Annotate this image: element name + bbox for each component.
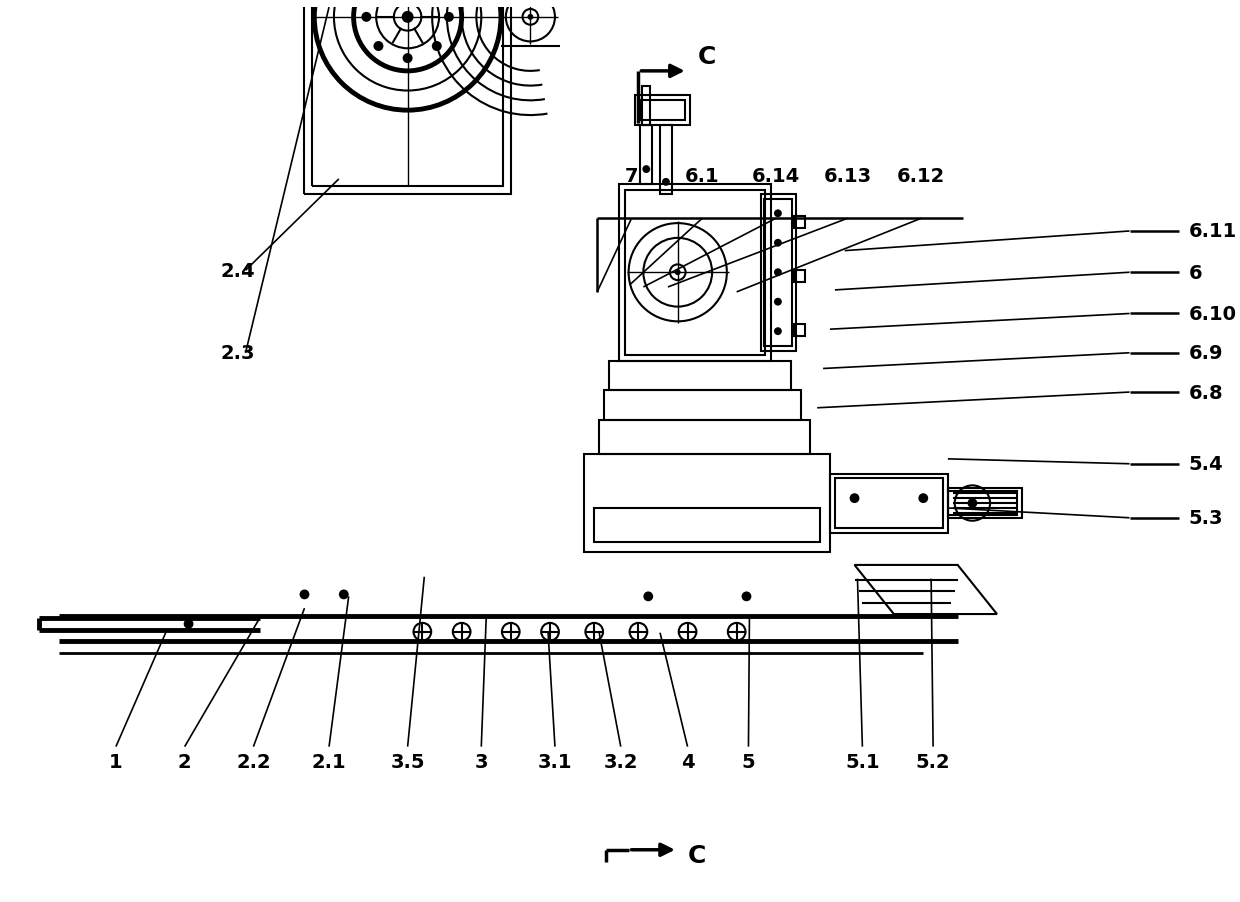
Circle shape	[374, 43, 382, 51]
Text: 5.2: 5.2	[916, 752, 950, 771]
Circle shape	[403, 13, 413, 23]
Bar	[642, 87, 650, 125]
Text: 2: 2	[177, 752, 191, 771]
Text: 2.1: 2.1	[311, 752, 346, 771]
Circle shape	[849, 493, 859, 503]
Text: 6.9: 6.9	[1188, 344, 1223, 363]
Bar	[830, 474, 947, 533]
Text: 6.14: 6.14	[751, 167, 800, 187]
Circle shape	[742, 592, 751, 602]
Text: 2.3: 2.3	[221, 344, 255, 363]
Bar	[947, 489, 1022, 519]
Bar	[619, 185, 771, 361]
Text: 2.2: 2.2	[236, 752, 270, 771]
Circle shape	[362, 14, 371, 22]
Circle shape	[662, 179, 670, 187]
Text: 6.13: 6.13	[823, 167, 872, 187]
Text: 2.4: 2.4	[221, 262, 255, 281]
Text: 3.2: 3.2	[604, 752, 639, 771]
Bar	[635, 97, 689, 125]
Text: 1: 1	[109, 752, 123, 771]
Text: 5: 5	[742, 752, 755, 771]
Text: 4: 4	[681, 752, 694, 771]
Bar	[947, 492, 1017, 515]
Text: 6.8: 6.8	[1188, 383, 1223, 402]
Bar	[794, 325, 806, 336]
Circle shape	[774, 240, 782, 247]
Text: 6.11: 6.11	[1188, 222, 1236, 241]
Bar	[764, 199, 791, 346]
Circle shape	[774, 210, 782, 218]
Bar	[594, 509, 820, 543]
Bar	[794, 217, 806, 229]
Bar	[312, 0, 503, 187]
Circle shape	[445, 14, 453, 22]
Text: 6: 6	[1188, 263, 1202, 282]
Bar	[609, 361, 791, 391]
Text: 5.3: 5.3	[1188, 509, 1223, 528]
Circle shape	[300, 590, 310, 600]
Text: C: C	[698, 45, 717, 69]
Text: 6.12: 6.12	[898, 167, 945, 187]
Text: 3.1: 3.1	[538, 752, 572, 771]
Bar	[835, 479, 942, 528]
Bar	[584, 455, 830, 553]
Text: 5.1: 5.1	[846, 752, 879, 771]
Text: C: C	[688, 842, 707, 867]
Circle shape	[644, 592, 653, 602]
Circle shape	[339, 590, 348, 600]
Text: 3.5: 3.5	[391, 752, 425, 771]
Bar	[660, 125, 672, 195]
Text: 3: 3	[475, 752, 489, 771]
Bar	[761, 195, 796, 352]
Circle shape	[774, 269, 782, 277]
Circle shape	[527, 15, 533, 21]
Circle shape	[642, 166, 650, 174]
Bar	[604, 391, 801, 420]
Bar	[640, 101, 684, 121]
Text: 5.4: 5.4	[1188, 455, 1223, 474]
Circle shape	[433, 43, 440, 51]
Circle shape	[774, 299, 782, 307]
Circle shape	[184, 620, 193, 629]
Text: 6.10: 6.10	[1188, 305, 1236, 324]
Circle shape	[774, 327, 782, 336]
Bar	[625, 190, 765, 355]
Bar	[305, 0, 511, 195]
Text: 7: 7	[625, 167, 639, 187]
Circle shape	[675, 270, 681, 276]
Bar	[599, 420, 810, 455]
Bar	[640, 125, 652, 185]
Text: 6.1: 6.1	[684, 167, 719, 187]
Bar	[794, 271, 806, 282]
Circle shape	[919, 493, 929, 503]
Circle shape	[404, 55, 412, 63]
Circle shape	[967, 499, 977, 509]
